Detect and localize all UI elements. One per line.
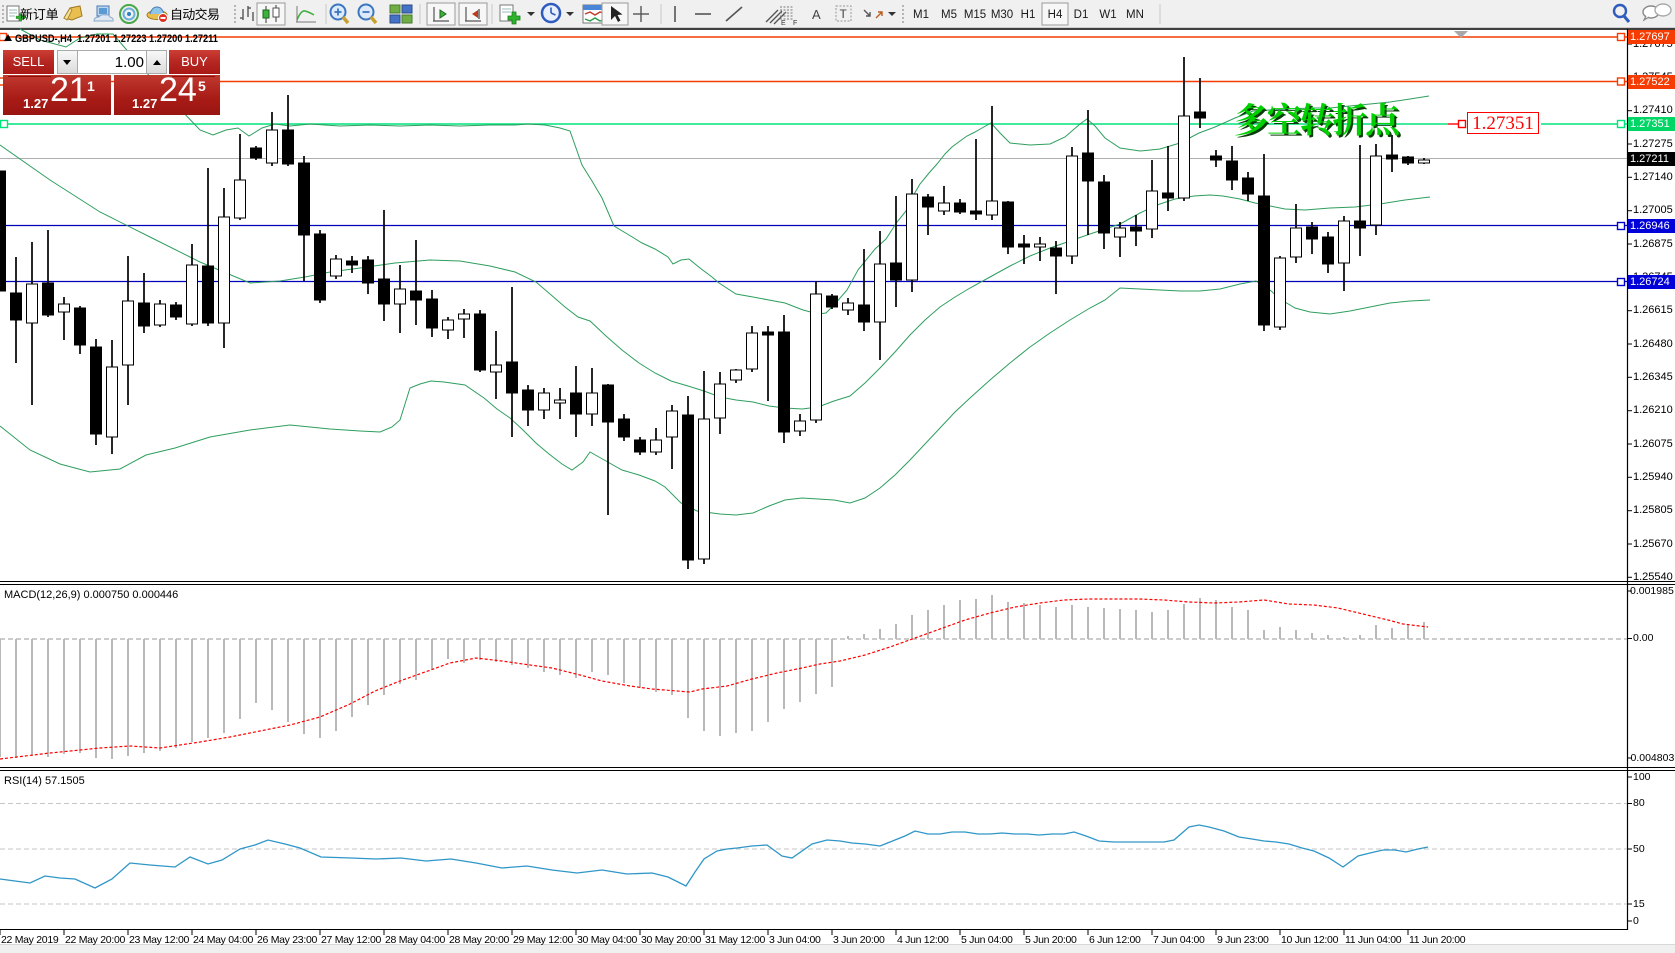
svg-text:H4: H4 (1048, 9, 1063, 21)
svg-text:H1: H1 (1021, 9, 1036, 21)
svg-text:E: E (781, 20, 786, 27)
svg-text:M30: M30 (991, 9, 1013, 21)
svg-text:M1: M1 (913, 9, 929, 21)
svg-text:T: T (840, 7, 848, 21)
svg-text:MN: MN (1126, 9, 1144, 21)
svg-text:A: A (812, 7, 821, 22)
svg-text:F: F (793, 20, 797, 27)
svg-text:W1: W1 (1099, 9, 1116, 21)
svg-text:M15: M15 (964, 9, 986, 21)
svg-text:D1: D1 (1074, 9, 1089, 21)
svg-text:M5: M5 (941, 9, 957, 21)
